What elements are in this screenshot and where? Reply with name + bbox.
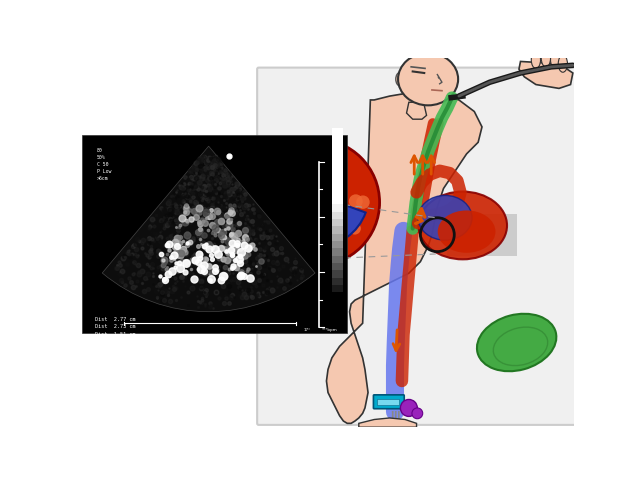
Text: ***bpm: ***bpm (322, 328, 337, 332)
Circle shape (322, 192, 331, 201)
Ellipse shape (550, 51, 560, 68)
Ellipse shape (541, 50, 550, 67)
Text: 80
50%
C 50
P Low
>6cm: 80 50% C 50 P Low >6cm (97, 148, 111, 181)
Bar (332, 219, 342, 226)
Ellipse shape (531, 51, 541, 68)
Circle shape (289, 202, 305, 218)
Circle shape (401, 399, 417, 417)
Circle shape (285, 151, 308, 174)
Polygon shape (406, 102, 427, 119)
Circle shape (321, 234, 336, 250)
Circle shape (303, 197, 315, 209)
Circle shape (356, 195, 370, 209)
Circle shape (324, 239, 336, 251)
Circle shape (332, 220, 342, 229)
Bar (332, 212, 342, 219)
Bar (332, 278, 342, 285)
Circle shape (275, 177, 285, 187)
Bar (332, 256, 342, 263)
Bar (332, 248, 342, 256)
Circle shape (276, 193, 289, 205)
Polygon shape (519, 61, 573, 88)
Bar (332, 227, 342, 234)
Bar (332, 241, 342, 248)
Circle shape (297, 226, 307, 236)
Circle shape (412, 408, 422, 419)
Ellipse shape (477, 314, 556, 371)
Circle shape (316, 174, 328, 185)
Circle shape (253, 139, 380, 265)
Wedge shape (102, 146, 315, 312)
Circle shape (323, 158, 338, 173)
Bar (447, 214, 516, 256)
Polygon shape (359, 418, 417, 427)
Ellipse shape (398, 53, 458, 105)
Circle shape (336, 204, 344, 213)
Circle shape (316, 237, 332, 252)
FancyBboxPatch shape (373, 395, 404, 409)
Bar (332, 234, 342, 241)
FancyBboxPatch shape (257, 68, 576, 425)
Text: 17°: 17° (304, 328, 311, 332)
Circle shape (339, 225, 349, 234)
Circle shape (349, 194, 363, 208)
Circle shape (301, 173, 310, 182)
Polygon shape (326, 92, 482, 423)
Bar (332, 204, 342, 212)
Ellipse shape (419, 192, 507, 259)
Bar (332, 129, 342, 212)
Circle shape (289, 204, 303, 218)
Circle shape (309, 208, 320, 219)
Bar (82, 134, 348, 333)
Circle shape (271, 216, 282, 227)
Ellipse shape (418, 195, 472, 240)
Ellipse shape (396, 72, 405, 86)
Circle shape (326, 175, 333, 183)
Wedge shape (268, 195, 365, 247)
Ellipse shape (558, 55, 568, 72)
Text: Dist  2.77 cm
Dist  2.73 cm
Dist  1.51 cm
Dist  1.73 cm: Dist 2.77 cm Dist 2.73 cm Dist 1.51 cm D… (95, 317, 136, 344)
Circle shape (349, 222, 361, 235)
Circle shape (322, 192, 333, 203)
Bar (332, 263, 342, 270)
Bar (378, 399, 399, 405)
Circle shape (319, 182, 332, 196)
Bar (332, 285, 342, 292)
Circle shape (323, 174, 333, 184)
Bar (332, 270, 342, 278)
Ellipse shape (438, 210, 495, 253)
